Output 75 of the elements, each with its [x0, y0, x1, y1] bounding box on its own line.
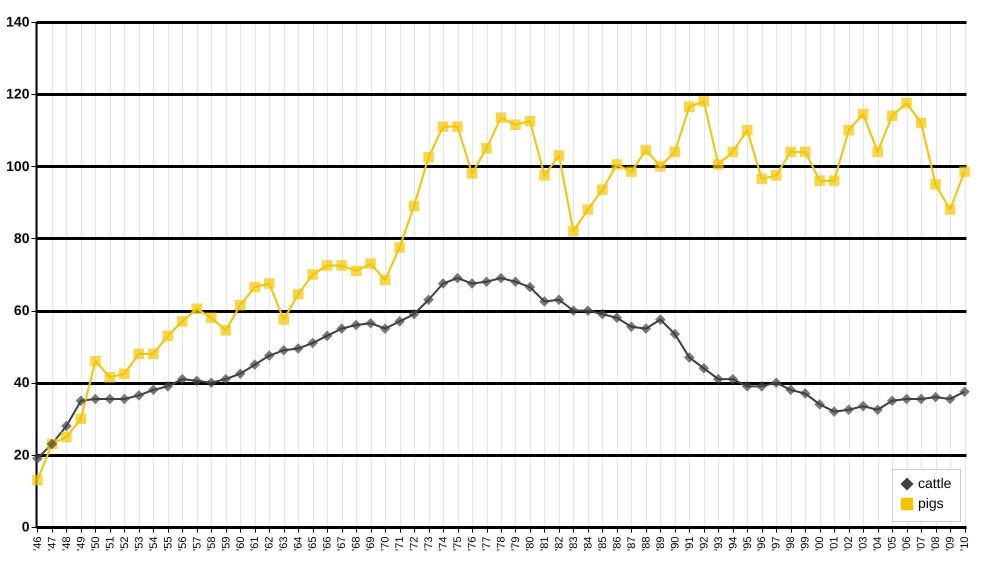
x-tick-label: '02 — [843, 536, 856, 551]
x-tick-label: '47 — [46, 536, 58, 551]
x-tick-label: '72 — [408, 536, 421, 551]
y-tick-label: 80 — [14, 230, 30, 246]
x-tick-label: '56 — [176, 536, 189, 551]
x-tick-label: '59 — [220, 536, 232, 551]
legend-label: cattle — [918, 475, 952, 491]
x-tick-label: '62 — [264, 536, 276, 551]
x-tick-label: '77 — [481, 536, 494, 551]
x-tick-label: '92 — [698, 536, 710, 551]
x-tick-label: '66 — [322, 536, 334, 551]
x-tick-label: '90 — [669, 536, 682, 551]
x-tick-label: '03 — [858, 536, 870, 551]
x-tick-label: '98 — [785, 536, 798, 551]
x-tick-label: '75 — [452, 536, 464, 551]
y-tick-label: 60 — [14, 302, 30, 318]
x-tick-label: '04 — [872, 536, 884, 551]
y-tick-label: 40 — [14, 374, 30, 390]
x-tick-label: '07 — [916, 536, 928, 551]
x-tick-label: '79 — [510, 536, 522, 551]
x-tick-label: '58 — [206, 536, 218, 551]
x-tick-label: '61 — [249, 536, 262, 551]
legend-label: pigs — [918, 495, 944, 511]
x-tick-label: '82 — [553, 536, 566, 551]
x-tick-label: '63 — [278, 536, 290, 551]
x-tick-label: '53 — [133, 536, 146, 551]
x-tick-label: '10 — [959, 536, 972, 551]
x-tick-label: '91 — [684, 536, 696, 551]
x-tick-label: '51 — [104, 536, 116, 551]
x-tick-label: '00 — [814, 536, 826, 551]
x-tick-label: '09 — [944, 536, 957, 551]
x-tick-label: '48 — [60, 536, 73, 551]
y-tick-label: 100 — [6, 158, 30, 174]
x-tick-label: '89 — [654, 536, 667, 551]
x-tick-label: '76 — [466, 536, 479, 551]
x-tick-label: '49 — [75, 536, 88, 551]
x-tick-label: '64 — [292, 536, 305, 551]
x-tick-label: '99 — [800, 536, 812, 551]
x-tick-label: '83 — [568, 536, 580, 551]
x-tick-label: '54 — [148, 536, 160, 551]
y-tick-label: 20 — [14, 446, 30, 462]
x-tick-label: '60 — [234, 536, 247, 551]
x-tick-label: '88 — [640, 536, 652, 551]
x-tick-label: '46 — [32, 536, 44, 551]
y-tick-label: 0 — [22, 518, 30, 534]
x-tick-label: '05 — [886, 536, 899, 551]
x-tick-label: '78 — [496, 536, 508, 551]
x-tick-label: '68 — [350, 536, 363, 551]
x-tick-label: '96 — [756, 536, 768, 551]
x-tick-label: '95 — [742, 536, 754, 551]
x-tick-label: '06 — [901, 536, 914, 551]
x-tick-label: '81 — [538, 536, 551, 551]
x-tick-label: '80 — [524, 536, 536, 551]
x-tick-label: '87 — [626, 536, 638, 551]
y-tick-label: 140 — [6, 14, 30, 30]
x-tick-label: '86 — [611, 536, 624, 551]
x-tick-label: '73 — [423, 536, 436, 551]
x-tick-label: '93 — [712, 536, 725, 551]
x-tick-label: '67 — [336, 536, 348, 551]
x-tick-label: '70 — [380, 536, 392, 551]
x-tick-label: '55 — [162, 536, 174, 551]
x-tick-label: '08 — [930, 536, 942, 551]
x-tick-label: '74 — [438, 536, 450, 551]
x-tick-label: '69 — [365, 536, 378, 551]
x-tick-label: '94 — [727, 536, 740, 551]
x-tick-label: '65 — [307, 536, 320, 551]
x-tick-label: '71 — [394, 536, 406, 551]
x-tick-label: '52 — [118, 536, 131, 551]
x-tick-label: '84 — [582, 536, 594, 551]
y-tick-label: 120 — [6, 86, 30, 102]
x-tick-label: '57 — [191, 536, 204, 551]
x-tick-label: '01 — [828, 536, 841, 551]
x-tick-label: '85 — [596, 536, 609, 551]
x-tick-label: '50 — [90, 536, 102, 551]
x-tick-label: '97 — [770, 536, 783, 551]
